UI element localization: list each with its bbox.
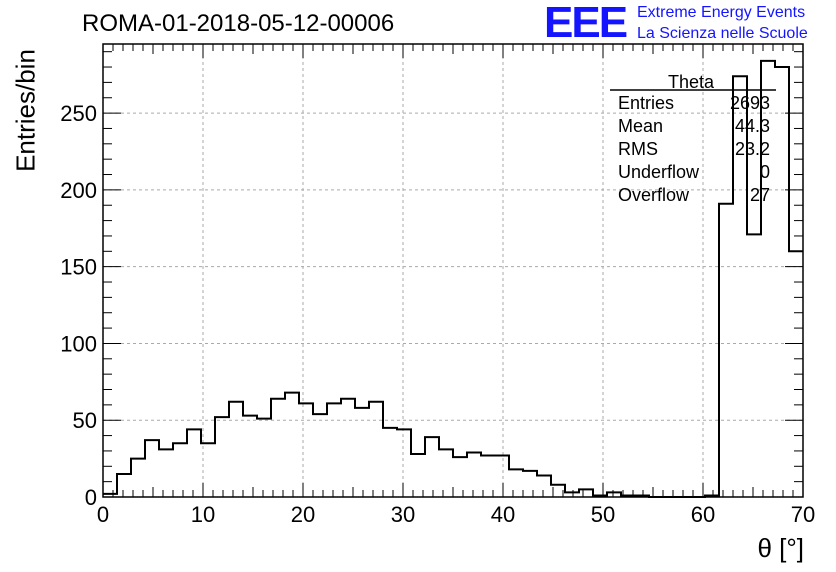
- histogram-bin: [145, 440, 159, 497]
- logo-line-1: Extreme Energy Events: [637, 4, 806, 21]
- histogram-bin: [243, 416, 257, 497]
- histogram-bin: [299, 403, 313, 497]
- y-tick-label: 150: [60, 255, 97, 280]
- histogram-bin: [117, 474, 131, 497]
- stats-label-mean: Mean: [618, 116, 664, 136]
- plot-frame: [102, 43, 804, 498]
- histogram-bin: [271, 399, 285, 497]
- histogram-bin: [187, 429, 201, 497]
- y-tick-label: 50: [73, 408, 97, 433]
- chart-title: ROMA-01-2018-05-12-00006: [82, 10, 395, 37]
- histogram-bin: [285, 393, 299, 497]
- y-tick-label: 250: [60, 101, 97, 126]
- histogram-bin: [467, 452, 481, 497]
- histogram-bin: [173, 443, 187, 497]
- histogram-bin: [453, 457, 467, 497]
- histogram-bin: [425, 437, 439, 497]
- histogram-bin: [579, 489, 593, 497]
- stats-label-entries: Entries: [618, 93, 675, 113]
- histogram-bin: [397, 429, 411, 497]
- histogram-bin: [369, 402, 383, 497]
- histogram-bin: [383, 428, 397, 497]
- histogram-bin: [439, 449, 453, 497]
- stats-value-underflow: 0: [759, 162, 770, 182]
- x-tick-label: 30: [391, 502, 415, 527]
- stats-value-rms: 23.2: [734, 139, 770, 159]
- axes: [102, 43, 804, 498]
- histogram-bin: [341, 399, 355, 497]
- histogram-bin: [719, 204, 733, 497]
- histogram-bin: [537, 476, 551, 497]
- histogram-bin: [495, 456, 509, 497]
- stats-box-name: Theta: [668, 72, 715, 92]
- histogram-bin: [313, 414, 327, 497]
- histogram-bin: [509, 469, 523, 497]
- histogram-bin: [747, 234, 761, 497]
- stats-value-mean: 44.3: [734, 116, 770, 136]
- x-axis-label: θ [°]: [757, 533, 804, 563]
- stats-label-overflow: Overflow: [618, 185, 690, 205]
- logo-line-2: La Scienza nelle Scuole: [637, 25, 808, 42]
- histogram-bin: [229, 402, 243, 497]
- histogram-bin: [775, 67, 789, 497]
- histogram-bin: [257, 419, 271, 497]
- histogram-bin: [355, 408, 369, 497]
- x-tick-label: 0: [97, 502, 109, 527]
- x-tick-label: 70: [791, 502, 815, 527]
- x-tick-label: 40: [491, 502, 515, 527]
- y-tick-label: 200: [60, 178, 97, 203]
- grid-lines: [103, 44, 803, 497]
- stats-value-entries: 2693: [729, 93, 770, 113]
- y-tick-label: 0: [85, 485, 97, 510]
- x-tick-label: 20: [291, 502, 315, 527]
- histogram-bin: [215, 417, 229, 497]
- stats-label-rms: RMS: [618, 139, 658, 159]
- tick-marks: [102, 44, 804, 498]
- stats-label-underflow: Underflow: [618, 162, 700, 182]
- histogram-outline: [103, 59, 803, 498]
- histogram-series: [103, 59, 803, 498]
- y-tick-label: 100: [60, 331, 97, 356]
- histogram-bin: [523, 471, 537, 497]
- histogram-bin: [159, 449, 173, 497]
- tick-labels: 0 10 20 30 40 50 60 70 0 50 100 150 200 250: [60, 101, 815, 527]
- eee-logo-mark: EEE: [544, 0, 628, 47]
- stats-value-overflow: 27: [749, 185, 770, 205]
- histogram-bin: [327, 403, 341, 497]
- x-tick-label: 10: [191, 502, 215, 527]
- x-tick-label: 50: [591, 502, 615, 527]
- x-tick-label: 60: [691, 502, 715, 527]
